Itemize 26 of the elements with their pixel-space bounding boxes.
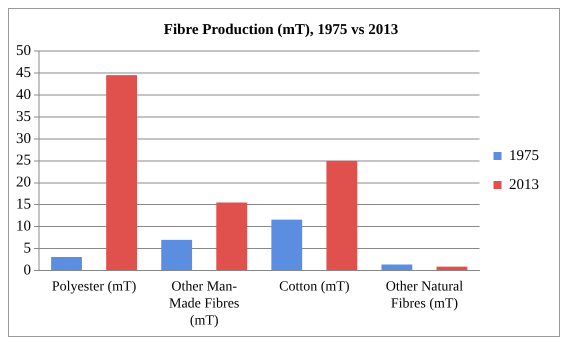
y-tick-label: 15 (16, 196, 31, 213)
x-tick-label: Other Man-Made Fibres (mT) (168, 280, 240, 328)
bar (381, 264, 412, 270)
y-tick-label: 20 (16, 174, 31, 191)
bar (326, 160, 358, 270)
y-tick-label: 25 (16, 152, 31, 169)
bar (51, 256, 82, 270)
x-tick-label: Polyester (mT) (52, 280, 137, 295)
bar (216, 202, 248, 270)
x-tick-label: Cotton (mT) (279, 280, 350, 295)
y-tick-label: 0 (24, 262, 31, 279)
y-tick-label: 30 (16, 130, 31, 147)
legend-label: 2013 (509, 176, 539, 193)
x-tick-label: Other Natural Fibres (mT) (386, 280, 464, 312)
bar (106, 75, 138, 270)
y-tick-label: 35 (16, 108, 31, 125)
bar (271, 220, 302, 270)
y-tick-label: 45 (16, 64, 31, 81)
legend-label: 1975 (509, 148, 539, 164)
y-tick-label: 50 (16, 42, 31, 59)
bar (161, 240, 192, 270)
y-tick-label: 10 (16, 218, 31, 235)
chart-title: Fibre Production (mT), 1975 vs 2013 (164, 22, 398, 38)
y-tick-label: 5 (24, 240, 31, 257)
y-tick-label: 40 (16, 86, 31, 103)
bar (436, 266, 468, 270)
